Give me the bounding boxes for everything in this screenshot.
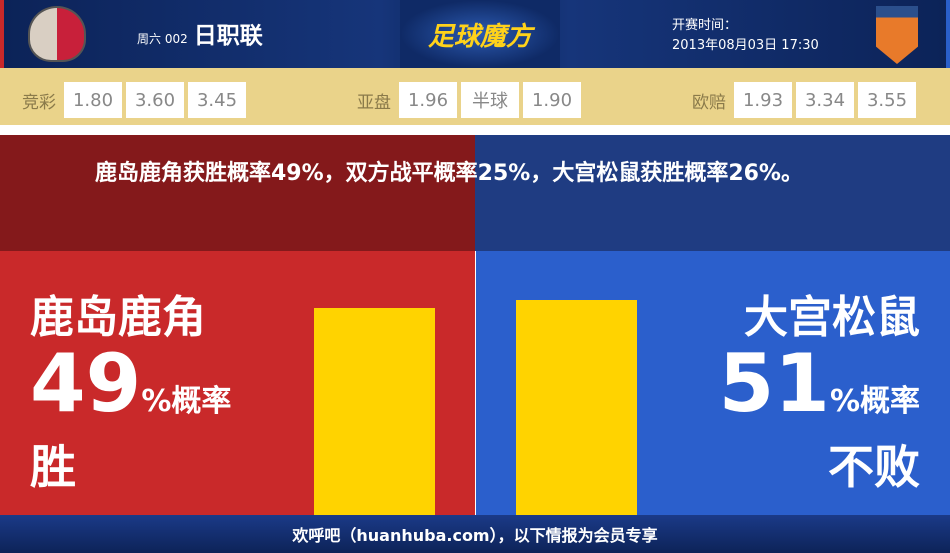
odds-value: 3.55 xyxy=(858,82,916,118)
odds-value: 1.96 xyxy=(399,82,457,118)
odds-yapan: 亚盘 1.96 半球 1.90 xyxy=(357,82,581,118)
kickoff-time: 开赛时间： 2013年08月03日 17:30 xyxy=(672,16,819,56)
home-pct-value: 49 xyxy=(30,337,142,430)
brand-logo: 足球魔方 xyxy=(400,0,560,68)
odds-jingcai: 竞彩 1.80 3.60 3.45 xyxy=(22,82,246,118)
odds-value: 3.34 xyxy=(796,82,854,118)
odds-value: 1.80 xyxy=(64,82,122,118)
odds-bar: 竞彩 1.80 3.60 3.45 亚盘 1.96 半球 1.90 欧赔 1.9… xyxy=(0,68,950,130)
away-probability: 51 %概率 xyxy=(719,339,920,429)
away-team-name: 大宫松鼠 xyxy=(744,292,920,343)
home-pct-unit: %概率 xyxy=(141,384,232,419)
kickoff-label: 开赛时间： xyxy=(672,18,738,33)
kickoff-value: 2013年08月03日 17:30 xyxy=(672,38,819,53)
odds-value: 1.90 xyxy=(523,82,581,118)
footer-banner: 欢呼吧（huanhuba.com），以下情报为会员专享 xyxy=(0,515,950,553)
odds-oupei: 欧赔 1.93 3.34 3.55 xyxy=(692,82,916,118)
summary-panel: 鹿岛鹿角获胜概率49%，双方战平概率25%，大宫松鼠获胜概率26%。 xyxy=(0,135,950,251)
away-team-logo xyxy=(876,6,918,64)
away-pct-value: 51 xyxy=(718,337,830,430)
odds-value: 半球 xyxy=(461,82,519,118)
home-probability-bar xyxy=(314,308,435,515)
away-result: 不败 xyxy=(828,440,920,494)
home-result: 胜 xyxy=(30,440,76,494)
match-day: 周六 002 xyxy=(137,32,188,46)
league-info: 周六 002 日职联 xyxy=(137,16,263,50)
league-name: 日职联 xyxy=(193,23,263,49)
away-pct-unit: %概率 xyxy=(829,384,920,419)
home-team-name: 鹿岛鹿角 xyxy=(30,292,206,343)
summary-text: 鹿岛鹿角获胜概率49%，双方战平概率25%，大宫松鼠获胜概率26%。 xyxy=(95,161,803,186)
odds-label: 亚盘 xyxy=(357,92,391,113)
odds-label: 竞彩 xyxy=(22,92,56,113)
away-probability-bar xyxy=(516,299,637,515)
odds-value: 1.93 xyxy=(734,82,792,118)
odds-label: 欧赔 xyxy=(692,92,726,113)
header: 周六 002 日职联 足球魔方 开赛时间： 2013年08月03日 17:30 xyxy=(0,0,950,68)
odds-value: 3.60 xyxy=(126,82,184,118)
odds-value: 3.45 xyxy=(188,82,246,118)
home-team-logo xyxy=(28,6,86,62)
home-probability: 49 %概率 xyxy=(30,339,231,429)
